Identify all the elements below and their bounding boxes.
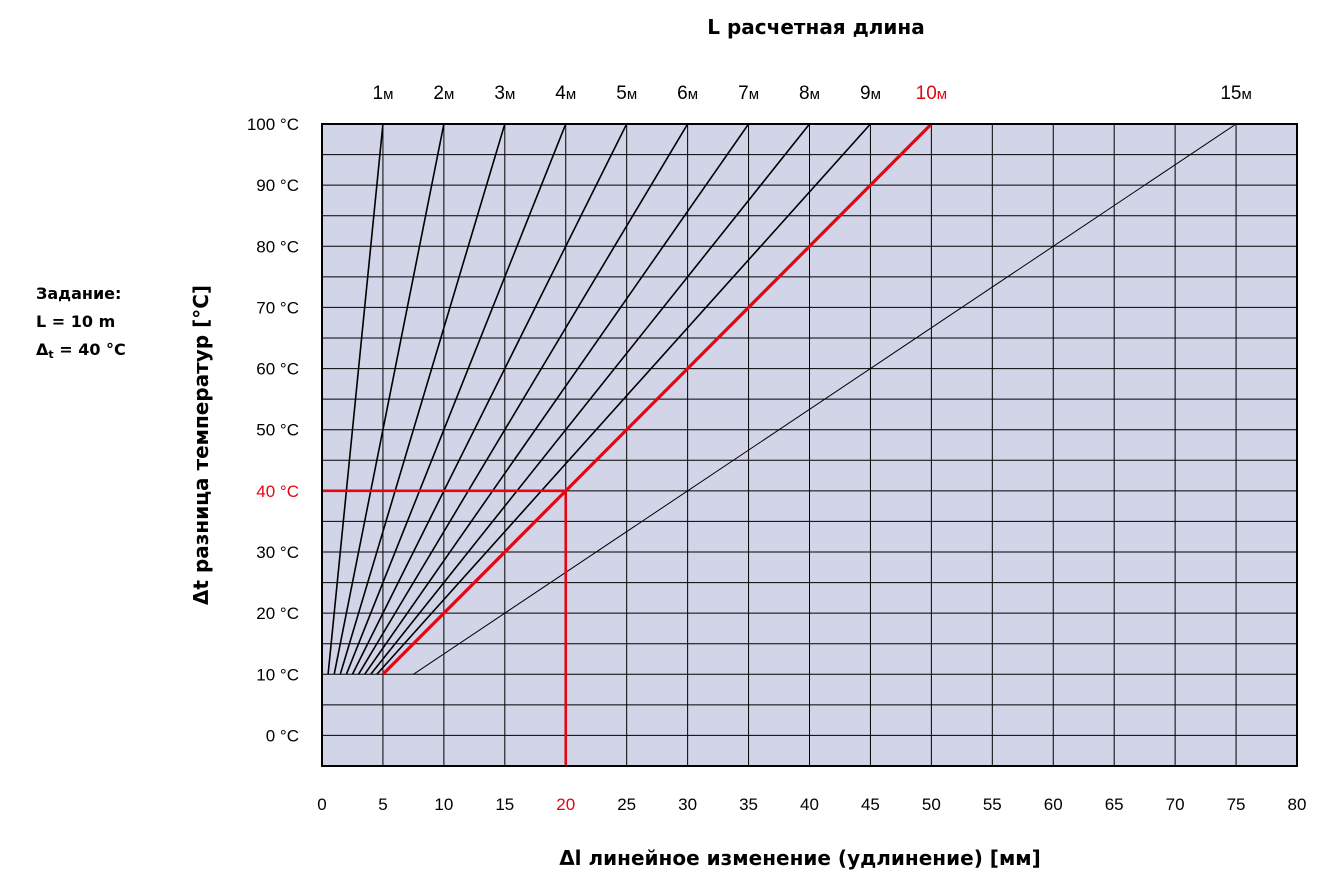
series-line-7м xyxy=(364,123,750,675)
x-tick-labels: 0 5 10 15 20 25 30 35 40 45 50 55 60 65 70 75 80 xyxy=(317,795,1306,814)
task-delta-value: = 40 °C xyxy=(53,340,126,359)
task-heading: Задание: xyxy=(36,284,122,303)
x-tick-label: 60 xyxy=(1044,795,1063,814)
task-delta-sub: t xyxy=(48,348,54,361)
x-tick-label: 40 xyxy=(800,795,819,814)
x-tick-label: 25 xyxy=(617,795,636,814)
series-label: 1м xyxy=(372,83,393,104)
series-label: 2м xyxy=(433,83,454,104)
x-tick-label: 10 xyxy=(434,795,453,814)
x-tick-label: 70 xyxy=(1166,795,1185,814)
x-tick-label: 5 xyxy=(378,795,387,814)
grid-lines xyxy=(322,124,1297,766)
y-axis-label: Δt разница температур [°C] xyxy=(189,285,213,605)
series-line-4м xyxy=(345,123,567,675)
series-line-8м xyxy=(370,123,811,675)
x-tick-label: 50 xyxy=(922,795,941,814)
x-tick-label: 75 xyxy=(1227,795,1246,814)
x-tick-label: 65 xyxy=(1105,795,1124,814)
y-tick-label: 90 °C xyxy=(256,176,299,195)
x-tick-label: 45 xyxy=(861,795,880,814)
task-delta-t: Δt = 40 °C xyxy=(36,336,126,369)
series-line-3м xyxy=(339,123,506,675)
series-label: 4м xyxy=(555,83,576,104)
y-tick-label: 80 °C xyxy=(256,237,299,256)
series-line-10м xyxy=(381,122,933,676)
example-path xyxy=(322,489,568,766)
x-tick-label: 15 xyxy=(495,795,514,814)
y-tick-label: 60 °C xyxy=(256,360,299,379)
chart-title: L расчетная длина xyxy=(707,15,925,39)
y-tick-label: 40 °C xyxy=(256,482,299,501)
x-tick-label: 0 xyxy=(317,795,326,814)
plot-frame xyxy=(321,123,1298,767)
y-tick-label: 20 °C xyxy=(256,604,299,623)
series-label: 10м xyxy=(916,83,947,104)
task-length: L = 10 m xyxy=(36,312,116,331)
x-tick-label: 80 xyxy=(1288,795,1307,814)
series-label: 6м xyxy=(677,83,698,104)
series-label: 7м xyxy=(738,83,759,104)
y-tick-labels: 0 °C 10 °C 20 °C 30 °C 40 °C 50 °C 60 °C 70 °C 8… xyxy=(247,115,299,745)
y-tick-label: 30 °C xyxy=(256,543,299,562)
series-label: 8м xyxy=(799,83,820,104)
task-box: Задание: L = 10 m Δt = 40 °C xyxy=(36,280,126,369)
series-line-15м xyxy=(413,123,1237,675)
series-line-2м xyxy=(333,123,445,675)
series-line-1м xyxy=(327,123,384,675)
series-line-5м xyxy=(351,123,628,675)
series-label: 9м xyxy=(860,83,881,104)
x-axis-label: Δl линейное изменение (удлинение) [мм] xyxy=(559,846,1041,870)
y-tick-label: 70 °C xyxy=(256,298,299,317)
y-tick-label: 10 °C xyxy=(256,665,299,684)
y-tick-label: 50 °C xyxy=(256,421,299,440)
series-line-9м xyxy=(376,123,872,675)
y-tick-label: 100 °C xyxy=(247,115,299,134)
length-lines xyxy=(327,122,1237,676)
x-tick-label: 20 xyxy=(556,795,575,814)
length-labels: 1м 2м 3м 4м 5м 6м 7м 8м 9м 10м 15м xyxy=(372,83,1251,104)
x-tick-label: 55 xyxy=(983,795,1002,814)
task-delta-symbol: Δ xyxy=(36,340,49,359)
y-tick-label: 0 °C xyxy=(266,726,299,745)
series-line-6м xyxy=(357,123,689,675)
x-tick-label: 30 xyxy=(678,795,697,814)
x-tick-label: 35 xyxy=(739,795,758,814)
series-label: 3м xyxy=(494,83,515,104)
series-label: 5м xyxy=(616,83,637,104)
series-label: 15м xyxy=(1220,83,1251,104)
